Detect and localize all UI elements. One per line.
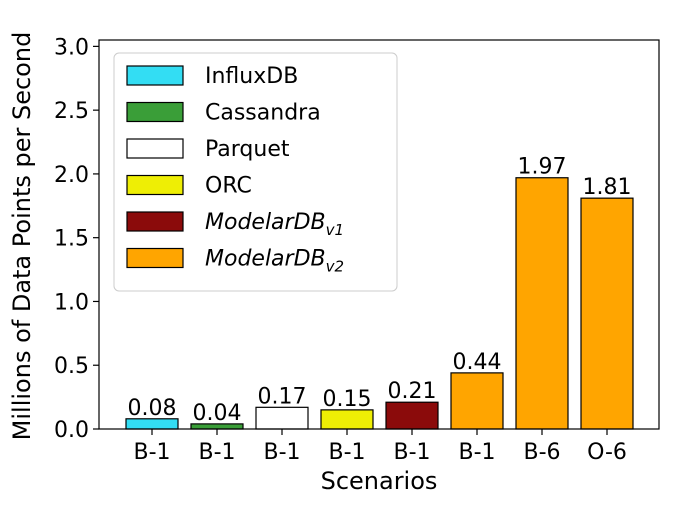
legend-label-3: ORC <box>205 174 252 199</box>
x-tick-label-1: B-1 <box>198 440 235 465</box>
plot-frame <box>98 39 660 430</box>
x-tick-label-5: B-1 <box>458 440 495 465</box>
legend-label-4: ModelarDBv1 <box>205 210 344 239</box>
y-tick-label-3: 1.5 <box>54 227 89 252</box>
legend-swatch-1 <box>126 101 184 123</box>
y-tick-label-1: 0.5 <box>54 354 89 379</box>
x-tick-label-4: B-1 <box>393 440 430 465</box>
bar-value-label-1: 0.04 <box>193 401 242 426</box>
y-tick-label-6: 3.0 <box>54 35 89 60</box>
x-axis-title: Scenarios <box>321 467 438 495</box>
legend-swatch-2 <box>126 138 184 159</box>
legend-label-5: ModelarDBv2 <box>205 247 344 276</box>
legend-name-1: Cassandra <box>205 101 321 126</box>
legend-subscript-5: v2 <box>326 258 344 276</box>
legend-label-1: Cassandra <box>205 101 321 126</box>
legend-swatch-3 <box>126 174 184 196</box>
legend-swatch-5 <box>126 247 184 269</box>
y-tick-label-2: 1.0 <box>54 290 89 315</box>
x-tick-label-7: O-6 <box>587 440 627 465</box>
y-axis: 0.0 0.5 1.0 1.5 2.0 2.5 3.0 <box>54 35 99 443</box>
x-tick-label-0: B-1 <box>133 440 170 465</box>
bar-2 <box>255 406 309 430</box>
x-tick-label-2: B-1 <box>263 440 300 465</box>
bar-value-label-7: 1.81 <box>583 175 632 200</box>
legend-name-0: InfluxDB <box>205 64 298 89</box>
legend-label-2: Parquet <box>205 137 290 162</box>
legend-name-5: ModelarDB <box>205 247 326 272</box>
legend: InfluxDBCassandraParquetORCModelarDBv1Mo… <box>113 52 398 292</box>
bar-value-label-3: 0.15 <box>323 387 372 412</box>
x-axis: B-1 B-1 B-1 B-1 B-1 B-1 B-6 O-6 <box>133 429 627 465</box>
bars-group <box>125 177 634 430</box>
legend-swatch-0 <box>126 65 184 86</box>
bar-value-label-0: 0.08 <box>128 396 177 421</box>
bar-value-label-2: 0.17 <box>258 384 307 409</box>
y-axis-title: Millions of Data Points per Second <box>8 32 36 441</box>
y-tick-label-0: 0.0 <box>54 418 89 443</box>
bar-6 <box>515 177 569 430</box>
bar-5 <box>450 372 504 430</box>
x-tick-label-3: B-1 <box>328 440 365 465</box>
bar-4 <box>385 401 439 430</box>
bar-3 <box>320 409 374 430</box>
bar-7 <box>580 197 634 430</box>
legend-subscript-4: v1 <box>326 221 344 239</box>
legend-name-2: Parquet <box>205 137 290 162</box>
bar-value-label-5: 0.44 <box>453 350 502 375</box>
bar-value-label-6: 1.97 <box>518 155 567 180</box>
x-tick-label-6: B-6 <box>523 440 560 465</box>
legend-label-0: InfluxDB <box>205 64 298 89</box>
legend-name-3: ORC <box>205 174 252 199</box>
legend-name-4: ModelarDB <box>205 210 326 235</box>
legend-swatch-4 <box>126 211 184 232</box>
y-tick-label-4: 2.0 <box>54 163 89 188</box>
value-labels-group: 0.08 0.04 0.17 0.15 0.21 0.44 1.97 1.81 <box>128 155 632 426</box>
legend-box <box>113 52 398 292</box>
bar-value-label-4: 0.21 <box>388 379 437 404</box>
y-tick-label-5: 2.5 <box>54 99 89 124</box>
